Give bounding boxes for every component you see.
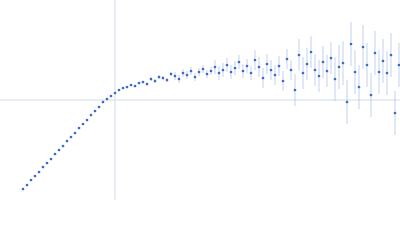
data-point [33, 174, 37, 178]
data-point [101, 100, 105, 104]
data-point [241, 69, 245, 73]
data-point [333, 77, 337, 81]
data-point [389, 53, 393, 57]
data-point [53, 152, 57, 156]
data-point [361, 45, 365, 49]
data-point [61, 144, 65, 148]
data-point [45, 161, 49, 165]
data-point [145, 82, 149, 86]
data-point [77, 126, 81, 130]
data-point [169, 72, 173, 76]
data-point [85, 118, 89, 122]
data-point [313, 68, 317, 72]
data-point [385, 71, 389, 75]
data-point [345, 100, 349, 104]
data-point [305, 62, 309, 66]
data-point [337, 65, 341, 69]
data-point [157, 75, 161, 79]
data-point [261, 76, 265, 80]
data-point [161, 76, 165, 80]
data-point [93, 109, 97, 113]
data-point [365, 63, 369, 67]
data-point [265, 62, 269, 66]
data-point [381, 59, 385, 63]
data-point [97, 105, 101, 109]
data-point [57, 148, 61, 152]
data-point [217, 71, 221, 75]
data-point [117, 88, 121, 92]
data-point [25, 183, 29, 187]
data-point [249, 71, 253, 75]
data-point [257, 65, 261, 69]
data-point [229, 70, 233, 74]
data-point [209, 69, 213, 73]
data-point [253, 58, 257, 62]
data-point [357, 85, 361, 89]
data-point [189, 69, 193, 73]
data-point [225, 63, 229, 67]
data-point [29, 178, 33, 182]
data-point [245, 64, 249, 68]
data-point [325, 69, 329, 73]
data-point [81, 122, 85, 126]
data-point [105, 97, 109, 101]
data-point [281, 79, 285, 83]
data-point [181, 71, 185, 75]
data-point [65, 139, 69, 143]
data-point [149, 77, 153, 81]
data-point [69, 135, 73, 139]
data-point [193, 75, 197, 79]
data-point [349, 42, 353, 46]
data-point [37, 170, 41, 174]
data-point [109, 94, 113, 98]
data-point [205, 72, 209, 76]
data-point [301, 71, 305, 75]
data-point [309, 50, 313, 54]
data-point [129, 83, 133, 87]
data-point [153, 79, 157, 83]
data-point [197, 70, 201, 74]
data-point [141, 80, 145, 84]
data-point [373, 51, 377, 55]
data-point [73, 131, 77, 135]
data-point [397, 63, 400, 67]
data-point [237, 60, 241, 64]
data-point [377, 70, 381, 74]
data-point [317, 74, 321, 78]
data-point [353, 70, 357, 74]
data-point [133, 84, 137, 88]
data-point [177, 77, 181, 81]
data-point [121, 86, 125, 90]
data-point [393, 111, 397, 115]
data-point [213, 65, 217, 69]
data-point [329, 56, 333, 60]
data-point [173, 74, 177, 78]
data-point [125, 85, 129, 89]
data-point [289, 68, 293, 72]
data-point [185, 73, 189, 77]
data-point [201, 67, 205, 71]
data-point [49, 157, 53, 161]
data-point [233, 66, 237, 70]
data-point [273, 73, 277, 77]
data-point [21, 187, 25, 191]
chart [0, 0, 400, 200]
data-point [297, 53, 301, 57]
data-point [269, 68, 273, 72]
data-point [41, 165, 45, 169]
data-point [89, 113, 93, 117]
data-point [341, 61, 345, 65]
data-point [221, 68, 225, 72]
data-point [369, 93, 373, 97]
data-point [285, 57, 289, 61]
data-point [321, 60, 325, 64]
data-point [165, 78, 169, 82]
data-point [137, 81, 141, 85]
data-point [113, 91, 117, 95]
data-point [277, 64, 281, 68]
data-point [293, 88, 297, 92]
